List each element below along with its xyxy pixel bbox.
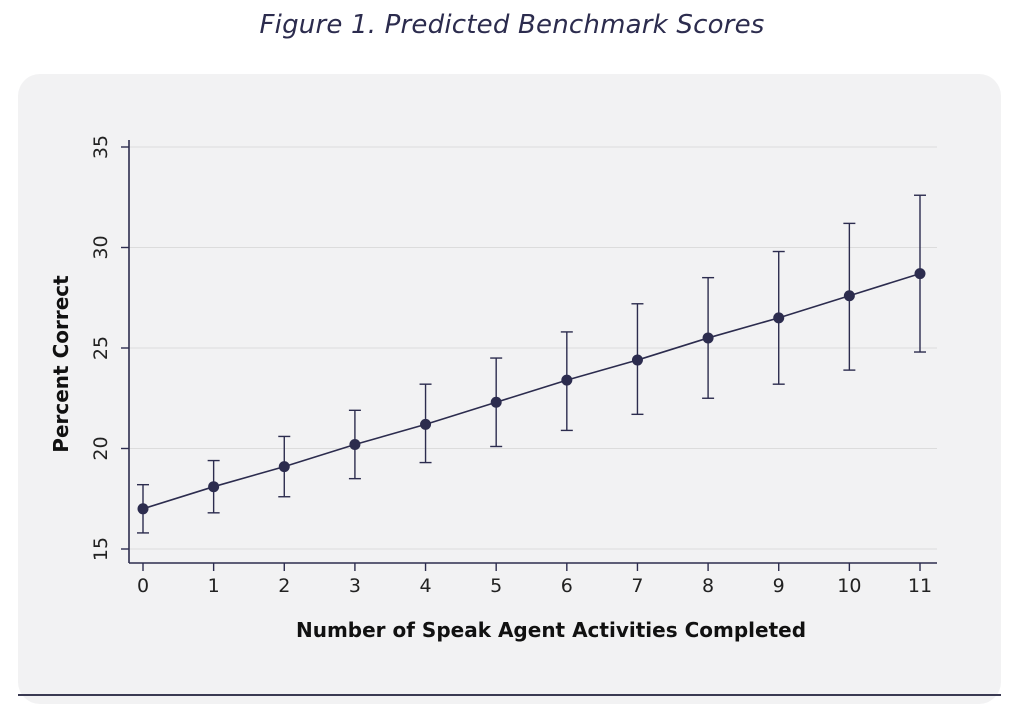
data-point [278,461,290,473]
x-tick-label: 9 [773,575,785,597]
x-tick-label: 1 [208,575,220,597]
chart-panel: 15 20 25 30 35 0 1 2 3 4 5 6 7 8 9 10 11 Number of Speak … [18,74,1001,704]
y-tick-label: 15 [90,537,112,561]
data-point [490,396,502,408]
y-tick-label: 25 [90,336,112,360]
x-tick-label: 6 [561,575,573,597]
x-tick-label: 4 [419,575,431,597]
chart-svg: 15 20 25 30 35 0 1 2 3 4 5 6 7 8 9 10 11 Number of Speak … [49,135,937,642]
x-tick-label: 8 [702,575,714,597]
x-tick-label: 0 [137,575,149,597]
y-tick-label: 30 [90,235,112,259]
data-point [631,354,643,366]
data-point [843,290,855,302]
labels-layer: 15 20 25 30 35 0 1 2 3 4 5 6 7 8 9 10 11 Number of Speak … [49,135,932,642]
data-point [137,503,149,515]
data-point [208,481,220,493]
data-point [914,268,926,280]
x-tick-label: 10 [837,575,861,597]
bottom-rule [18,694,1001,696]
x-tick-label: 2 [278,575,290,597]
axes-layer [121,140,937,571]
data-point [349,438,361,450]
data-point [561,374,573,386]
y-tick-label: 20 [90,436,112,460]
x-tick-label: 5 [490,575,502,597]
data-point [702,332,714,344]
data-point [420,418,432,430]
x-axis-title: Number of Speak Agent Activities Complet… [296,618,806,642]
y-tick-label: 35 [90,135,112,159]
series-layer [137,194,926,534]
figure-title: Figure 1. Predicted Benchmark Scores [259,10,765,40]
y-axis-title: Percent Correct [49,275,73,453]
series-line [142,272,921,510]
x-tick-label: 3 [349,575,361,597]
data-point [773,312,785,324]
x-tick-label: 7 [631,575,643,597]
grid-layer [129,146,937,550]
x-tick-label: 11 [908,575,932,597]
